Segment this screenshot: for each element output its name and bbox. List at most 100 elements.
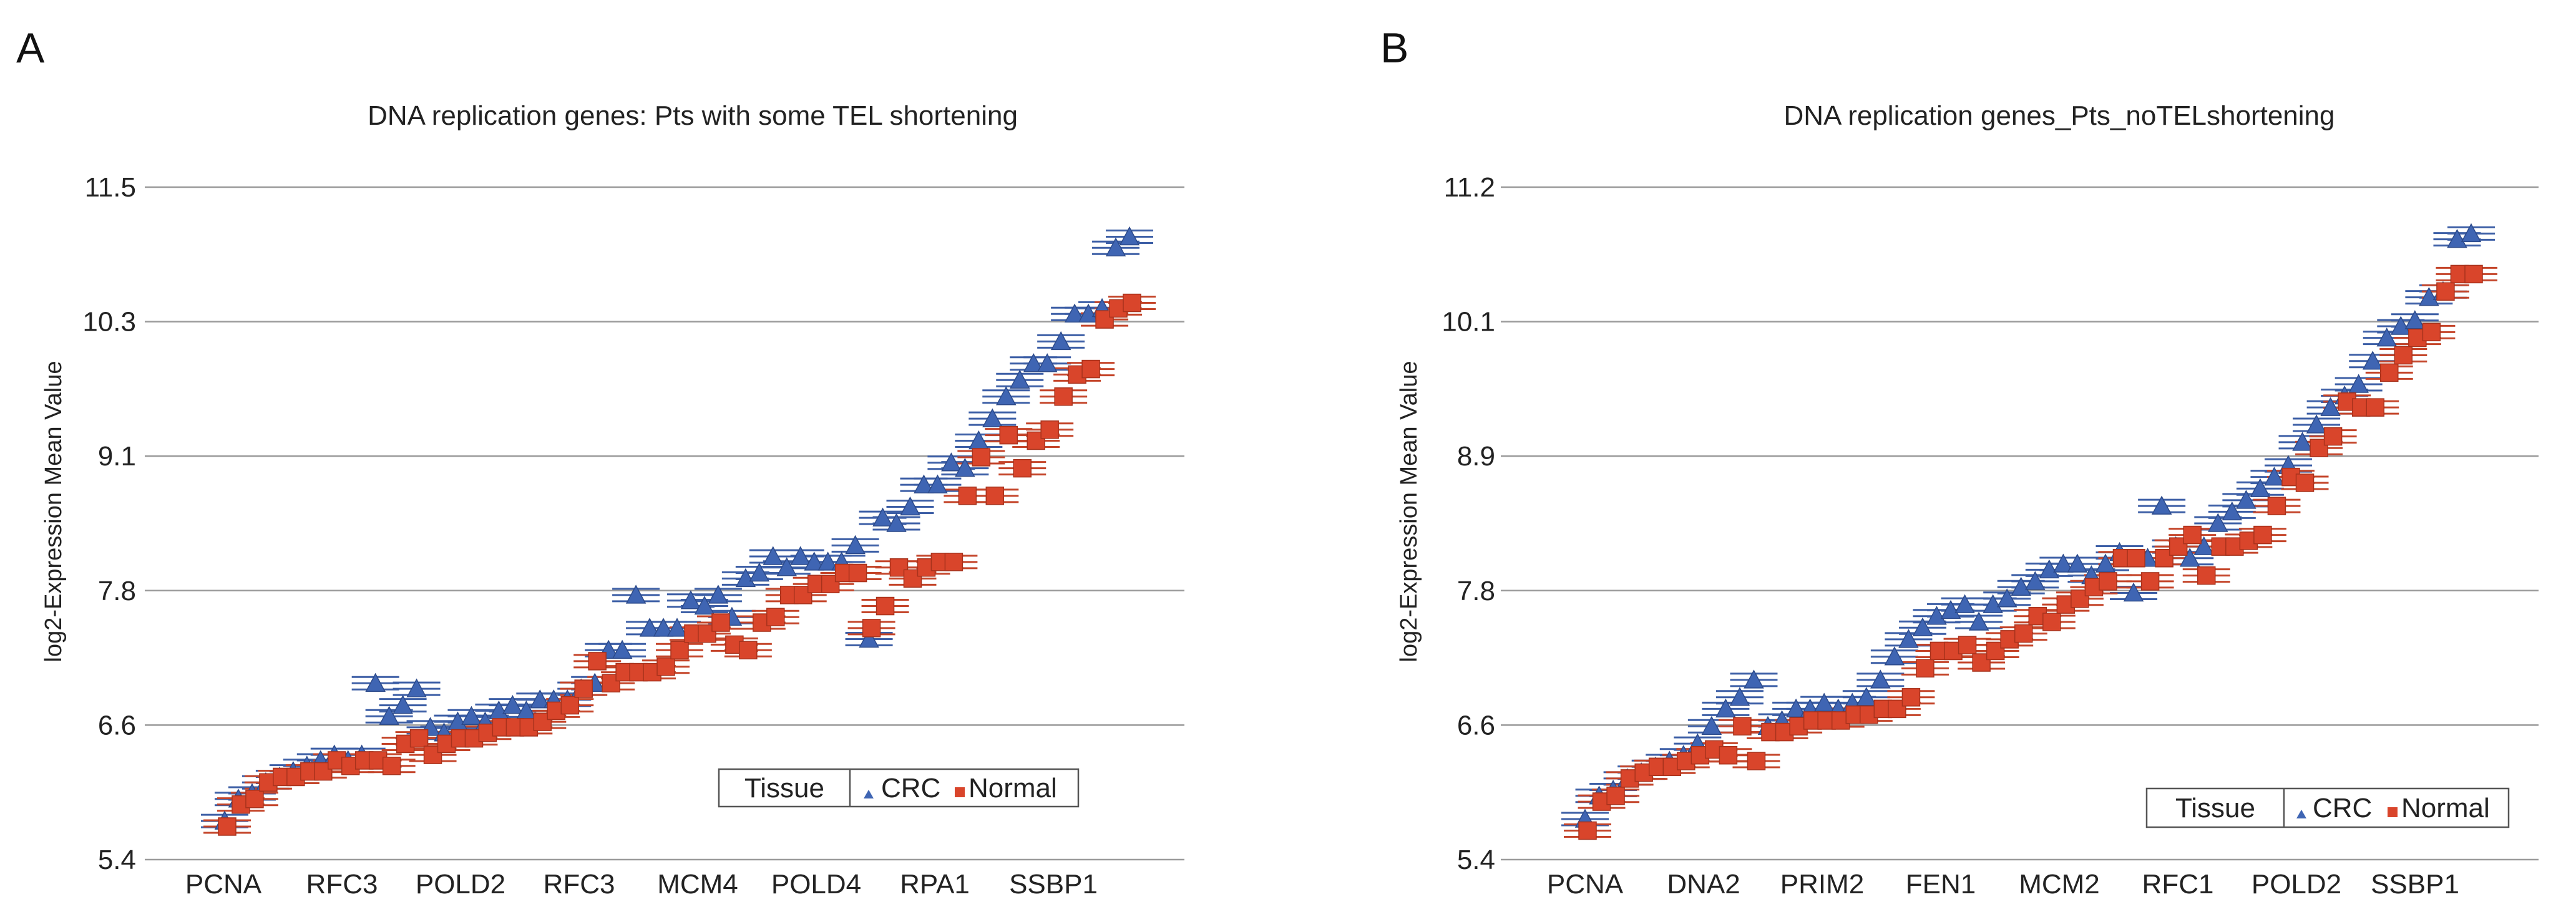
panel-b-crc-point [2025,571,2046,590]
panel-a-crc-point [1009,369,1030,389]
panel-b-crc-point [1813,692,1835,712]
panel-a-label: A [16,24,45,72]
panel-b-normal-point [2183,525,2202,545]
panel-a-normal-point [848,563,867,583]
panel-a-normal-point [1040,420,1059,439]
panel-a-x-tick-label: RPA1 [900,869,970,900]
panel-a-legend-title: Tissue [744,773,824,803]
panel-a-normal-point [958,487,977,505]
panel-b-normal-point [2323,427,2343,446]
panel-a-legend-normal-marker [955,787,965,797]
panel-b-normal-point [1901,688,1921,707]
panel-b-crc-point [2461,223,2482,243]
panel-a-crc-point [406,678,427,697]
panel-a-crc-point [1105,237,1126,256]
panel-a-crc-point [625,585,646,604]
panel-b-crc-point [2039,559,2060,579]
panel-a-normal-point [382,757,401,775]
panel-a-y-tick-label: 10.3 [82,307,136,337]
panel-a-crc-point [859,628,879,648]
panel-b-x-tick-label: RFC1 [2142,869,2214,900]
panel-b-normal-point [1606,787,1625,805]
panel-b-normal-point [2436,282,2455,301]
panel-b-normal-point [1958,636,1977,654]
panel-b-crc-point [2193,536,2215,555]
panel-b-x-tick-label: FEN1 [1906,869,1976,900]
panel-b-y-tick-label: 11.2 [1444,172,1495,203]
panel-a-normal-point [972,448,991,467]
panel-a-normal-point [588,652,607,671]
panel-a-normal-point [985,487,1005,505]
panel-b-crc-point [2208,513,2228,532]
panel-a-crc-point [1050,331,1071,351]
panel-a-normal-point [574,679,593,698]
panel-a-crc-point [941,452,962,472]
panel-b-crc-point [2179,548,2200,567]
panel-a-legend-crc-marker [864,790,874,798]
panel-b-title: DNA replication genes_Pts_noTELshortenin… [1784,100,2335,131]
panel-a-normal-point [409,729,429,748]
panel-a-y-tick-label: 6.6 [98,710,136,740]
panel-a-crc-point [639,618,660,637]
panel-b-label: B [1380,24,1408,72]
panel-b-normal-point [2127,549,2145,568]
panel-a-normal-point [711,613,730,632]
panel-a-normal-point [862,619,881,638]
panel-b-y-tick-label: 10.1 [1442,307,1495,337]
panel-b-crc-point [2011,576,2031,596]
panel-a-y-tick-label: 11.5 [85,172,136,203]
panel-b-crc-point [2264,467,2285,486]
panel-a-normal-point [218,817,237,836]
panel-a-crc-point [680,590,701,609]
panel-a-normal-point [245,790,264,808]
panel-a-normal-point [560,696,579,715]
panel-b-legend-normal-marker [2388,807,2398,817]
panel-a-x-tick-label: POLD2 [416,869,505,900]
panel-a-crc-point [1064,303,1085,323]
panel-b-crc-point [2123,582,2144,602]
panel-b-crc-point [1996,588,2017,608]
panel-b-crc-point [2095,553,2116,573]
panel-b-crc-point [1954,594,1975,613]
panel-a-normal-point [739,641,758,659]
panel-b-crc-point [2362,351,2383,370]
panel-a-crc-point [872,507,893,526]
panel-b-y-tick-label: 8.9 [1457,441,1495,472]
panel-b-crc-point [1912,617,1933,637]
panel-b-legend: Tissue CRC Normal [2145,787,2510,828]
panel-a-legend-crc-label: CRC [881,773,940,803]
panel-b-crc-point [1785,698,1807,718]
panel-a-title: DNA replication genes: Pts with some TEL… [368,100,1018,131]
panel-b-normal-point [2380,363,2399,382]
panel-a-crc-point [1078,303,1099,323]
panel-b-crc-point [2447,229,2467,248]
panel-a-crc-point [804,551,824,571]
panel-b-x-tick-label: MCM2 [2019,869,2100,900]
panel-b-normal-point [1916,659,1934,678]
panel-b-crc-point [2053,553,2074,573]
panel-a-crc-point [776,557,798,576]
panel-a-normal-point [1054,387,1073,406]
panel-a-crc-point [502,695,523,714]
panel-a-crc-point [914,474,934,493]
panel-b-crc-point [2067,553,2088,573]
panel-a-crc-point [886,513,907,532]
panel-a-normal-point [766,608,785,626]
panel-a-x-tick-label: RFC3 [306,869,378,900]
panel-a-crc-point [393,695,413,714]
panel-a-y-tick-label: 7.8 [98,576,136,606]
panel-b-crc-point [2391,316,2411,335]
panel-b-normal-point [2464,264,2483,284]
panel-b-crc-point [1870,669,1891,689]
panel-a-legend: Tissue CRC Normal [718,768,1080,808]
panel-b-normal-point [2140,572,2160,591]
panel-b-crc-point [1729,687,1750,706]
panel-b-normal-point [2042,613,2061,631]
panel-b-x-tick-label: DNA2 [1667,869,1740,900]
panel-a-legend-normal-label: Normal [968,773,1057,803]
panel-b-chart: B DNA replication genes_Pts_noTELshorten… [1380,24,2539,900]
panel-b-crc-point [1926,606,1947,625]
panel-b-crc-point [2236,490,2256,509]
panel-b-crc-point [1744,669,1764,689]
panel-b-y-tick-label: 5.4 [1457,845,1495,875]
